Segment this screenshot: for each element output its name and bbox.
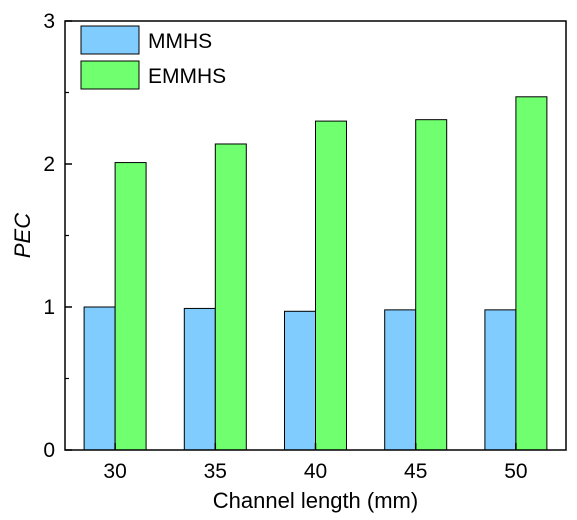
y-tick-label: 3 bbox=[43, 10, 55, 33]
bar-emmhs-30 bbox=[114, 162, 147, 451]
x-tick-label: 40 bbox=[304, 460, 327, 483]
y-tick-label: 0 bbox=[43, 439, 55, 462]
bar-mmhs-40 bbox=[284, 310, 316, 451]
bar-emmhs-40 bbox=[315, 120, 347, 451]
bar-emmhs-45 bbox=[415, 119, 448, 451]
bars-group bbox=[83, 96, 548, 451]
x-axis-title: Channel length (mm) bbox=[213, 488, 418, 513]
x-tick-label: 35 bbox=[204, 460, 227, 483]
legend-swatch-emmhs bbox=[80, 60, 140, 90]
legend-swatch-mmhs bbox=[80, 25, 140, 55]
bar-emmhs-50 bbox=[515, 96, 548, 451]
bar-emmhs-35 bbox=[214, 143, 247, 451]
y-axis-title: PEC bbox=[10, 213, 35, 258]
ticks-group: 0 1 2 3 30 35 40 45 50 bbox=[43, 10, 527, 483]
x-tick-label: 50 bbox=[504, 460, 527, 483]
legend-label-mmhs: MMHS bbox=[148, 30, 212, 53]
bar-mmhs-35 bbox=[183, 307, 216, 451]
x-tick-label: 45 bbox=[404, 460, 427, 483]
legend-label-emmhs: EMMHS bbox=[148, 65, 226, 88]
x-tick-label: 30 bbox=[103, 460, 126, 483]
y-tick-label: 2 bbox=[43, 153, 55, 176]
bar-mmhs-50 bbox=[484, 309, 517, 451]
legend: MMHS EMMHS bbox=[80, 25, 226, 90]
bar-mmhs-30 bbox=[83, 306, 116, 451]
bar-mmhs-45 bbox=[384, 309, 417, 451]
y-tick-label: 1 bbox=[43, 296, 55, 319]
